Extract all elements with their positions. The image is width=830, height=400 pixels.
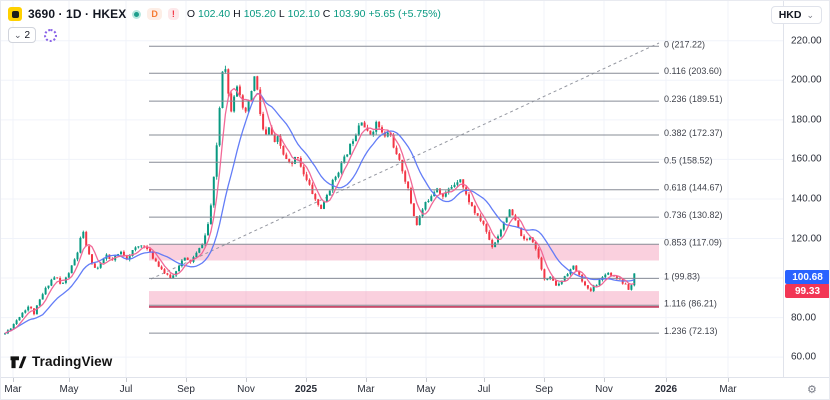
time-axis-label: Mar [4, 384, 22, 395]
chart-legend: 3690 · 1D · HKEX D ! O 102.40 H 105.20 L… [8, 6, 441, 43]
symbol-title[interactable]: 3690 · 1D · HKEX [28, 7, 127, 21]
tradingview-wordmark: TradingView [32, 354, 113, 369]
alert-price-badge[interactable]: 99.33 [785, 284, 829, 298]
svg-text:0 (217.22): 0 (217.22) [664, 39, 705, 49]
low-label: L [278, 8, 285, 20]
gear-icon[interactable]: ⚙ [807, 384, 817, 396]
loading-spinner-icon [44, 28, 58, 42]
price-axis-label: 140.00 [791, 193, 822, 205]
legend-collapse-button[interactable]: ⌄ 2 [8, 27, 37, 43]
open-label: O [186, 8, 195, 20]
time-axis-label: Jul [119, 384, 133, 395]
time-axis-tick [604, 378, 605, 382]
svg-text:0.236 (189.51): 0.236 (189.51) [664, 94, 723, 104]
candlestick-chart[interactable]: 0 (217.22) 0.116 (203.60) 0.236 (189.51) 0.… [1, 1, 783, 377]
time-axis-tick [544, 378, 545, 382]
time-axis-label: Sep [535, 384, 553, 395]
time-axis-tick [484, 378, 485, 382]
market-status-icon[interactable] [132, 9, 142, 19]
last-price-badge[interactable]: 100.68 [785, 270, 829, 284]
svg-text:0.618 (144.67): 0.618 (144.67) [664, 183, 723, 193]
currency-selector[interactable]: HKD ⌄ [770, 6, 822, 24]
time-axis-label: May [416, 384, 436, 395]
close-value: 103.90 [333, 8, 366, 20]
chevron-down-icon: ⌄ [806, 9, 814, 20]
time-axis-label: Nov [595, 384, 613, 395]
price-axis-label: 80.00 [791, 312, 817, 324]
change-value: +5.65 (+5.75%) [368, 8, 441, 20]
time-axis-label: Mar [357, 384, 375, 395]
tradingview-mark-icon [10, 356, 27, 369]
symbol-logo[interactable] [8, 7, 22, 21]
time-axis-label: May [59, 384, 79, 395]
time-axis-tick [246, 378, 247, 382]
time-axis-label: Nov [237, 384, 255, 395]
low-value: 102.10 [287, 8, 320, 20]
delayed-data-badge[interactable]: D [147, 8, 162, 20]
time-axis-tick [426, 378, 427, 382]
time-axis-tick [366, 378, 367, 382]
price-axis-label: 120.00 [791, 233, 822, 244]
time-axis-tick [13, 378, 14, 382]
price-axis-label: 180.00 [791, 114, 822, 126]
chevron-down-icon: ⌄ [14, 30, 22, 40]
svg-text:1 (99.83): 1 (99.83) [664, 271, 700, 281]
svg-text:1.116 (86.21): 1.116 (86.21) [664, 298, 717, 308]
svg-text:0.5 (158.52): 0.5 (158.52) [664, 155, 713, 165]
time-axis-tick [728, 378, 729, 382]
tradingview-logo[interactable]: TradingView [10, 354, 112, 369]
svg-text:0.736 (130.82): 0.736 (130.82) [664, 210, 723, 220]
time-axis[interactable]: ⚙ Mar May Jul Sep Nov 2025 Mar May Jul Sep Nov 2026… [1, 377, 829, 399]
svg-text:1.236 (72.13): 1.236 (72.13) [664, 326, 718, 336]
svg-text:0.382 (172.37): 0.382 (172.37) [664, 128, 723, 138]
close-label: C [322, 8, 331, 20]
price-axis-label: 220.00 [791, 35, 822, 47]
svg-text:0.116 (203.60): 0.116 (203.60) [664, 66, 722, 76]
time-axis-label: Mar [719, 384, 737, 395]
price-axis-label: 160.00 [791, 153, 822, 165]
time-axis-tick [186, 378, 187, 382]
price-axis-label: 60.00 [791, 351, 817, 363]
svg-text:0.853 (117.09): 0.853 (117.09) [664, 237, 722, 247]
time-axis-label: Jul [477, 384, 491, 395]
high-value: 105.20 [243, 8, 276, 20]
price-axis[interactable]: 220.00 200.00 180.00 160.00 140.00 120.00 80.0… [783, 1, 829, 377]
collapsed-count: 2 [24, 29, 31, 41]
time-axis-tick [126, 378, 127, 382]
time-axis-tick [69, 378, 70, 382]
time-axis-tick [666, 378, 667, 382]
open-value: 102.40 [197, 8, 231, 20]
data-issue-badge[interactable]: ! [167, 8, 179, 20]
price-axis-label: 200.00 [791, 74, 822, 86]
time-axis-label: 2025 [294, 384, 318, 395]
currency-label: HKD [778, 9, 802, 21]
high-label: H [233, 8, 241, 20]
time-axis-tick [306, 378, 307, 382]
time-axis-label: Sep [177, 384, 195, 395]
ohlc-readout: O 102.40 H 105.20 L 102.10 C 103.90 +5.6… [187, 8, 441, 20]
time-axis-label: 2026 [654, 384, 678, 395]
